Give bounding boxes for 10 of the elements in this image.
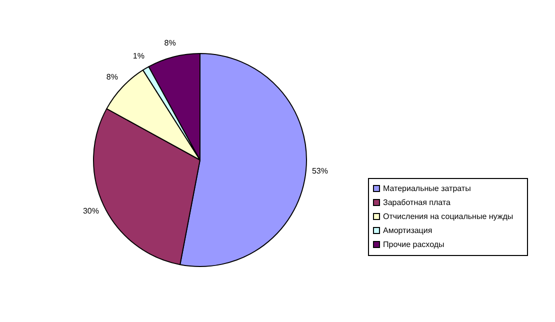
data-label: 1% bbox=[132, 51, 144, 60]
data-label: 30% bbox=[82, 206, 99, 216]
legend-label: Материальные затраты bbox=[382, 183, 472, 195]
legend-label: Прочие расходы bbox=[382, 239, 446, 251]
data-label: 8% bbox=[164, 38, 176, 48]
legend-label: Амортизация bbox=[382, 225, 434, 237]
legend-label: Отчисления на социальные нужды bbox=[382, 211, 514, 223]
data-label: 8% bbox=[106, 72, 118, 82]
data-label: 53% bbox=[312, 166, 328, 176]
legend-label: Заработная плата bbox=[382, 197, 452, 209]
